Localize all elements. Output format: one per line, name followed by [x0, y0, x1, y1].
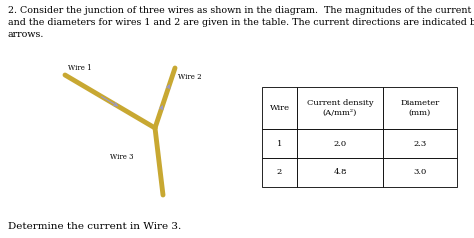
Text: 2. Consider the junction of three wires as shown in the diagram.  The magnitudes: 2. Consider the junction of three wires …	[8, 6, 474, 39]
Text: Wire 2: Wire 2	[178, 73, 201, 81]
Bar	[262, 158, 297, 187]
Text: 3.0: 3.0	[413, 169, 427, 177]
Text: Wire 3: Wire 3	[110, 153, 134, 161]
Bar	[262, 87, 297, 129]
Bar	[297, 87, 383, 129]
Bar	[262, 129, 297, 158]
Text: 2.0: 2.0	[333, 139, 346, 148]
Text: Wire 1: Wire 1	[68, 64, 91, 72]
Bar	[297, 129, 383, 158]
Text: 2: 2	[277, 169, 282, 177]
Text: 2.3: 2.3	[413, 139, 427, 148]
Text: Current density
(A/mm²): Current density (A/mm²)	[307, 99, 374, 117]
Bar	[297, 158, 383, 187]
Bar	[383, 87, 457, 129]
Text: Determine the current in Wire 3.: Determine the current in Wire 3.	[8, 222, 181, 231]
Text: Diameter
(mm): Diameter (mm)	[401, 99, 439, 117]
Text: 4.8: 4.8	[333, 169, 347, 177]
Text: Wire: Wire	[270, 104, 290, 112]
Text: 1: 1	[277, 139, 282, 148]
Bar	[383, 129, 457, 158]
Bar	[383, 158, 457, 187]
